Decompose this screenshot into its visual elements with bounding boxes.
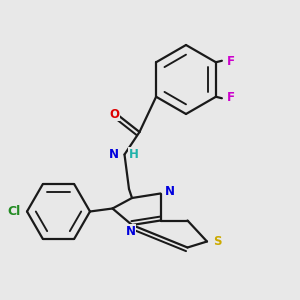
Text: N: N bbox=[165, 184, 175, 198]
Text: S: S bbox=[214, 235, 222, 248]
Text: Cl: Cl bbox=[8, 205, 21, 218]
Text: F: F bbox=[226, 55, 234, 68]
Text: O: O bbox=[109, 107, 119, 121]
Text: H: H bbox=[129, 148, 139, 161]
Text: N: N bbox=[125, 225, 136, 238]
Text: N: N bbox=[109, 148, 119, 161]
Text: F: F bbox=[226, 91, 234, 104]
